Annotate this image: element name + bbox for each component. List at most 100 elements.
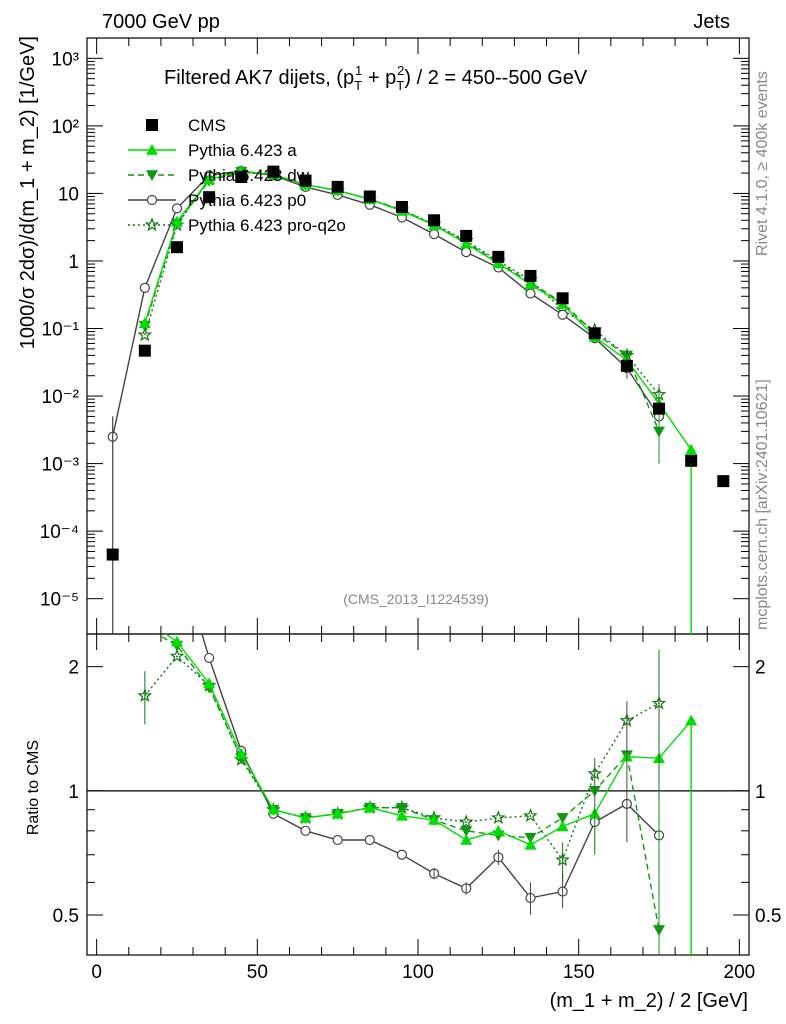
ratio-point-pythia_a [170,635,183,647]
main-y-tick-label: 10³ [52,49,79,70]
ratio-point-pythia_pro_q2o [169,648,185,663]
title-part-2: + p [362,67,396,89]
ratio-series-layer [137,634,698,955]
main-title: Filtered AK7 dijets, (pT1 + pT2) / 2 = 4… [164,63,588,93]
ratio-point-pythia_p0 [396,849,408,860]
main-point-cms [170,241,183,254]
ratio-point-pythia_a [235,747,248,759]
ratio-point-pythia_a [267,803,280,815]
main-point-pythia_p0 [525,288,536,299]
header-right: Jets [693,11,730,33]
main-y-tick-label: 10⁻⁵ [40,590,79,611]
x-tick-label: 100 [402,962,434,983]
legend-label-pythia_a: Pythia 6.423 a [188,141,297,160]
legend-marker-pythia_a [146,144,158,155]
ratio-point-pythia_dw [556,813,569,824]
ratio-point-pythia_dw [524,832,537,844]
x-axis-label: (m_1 + m_2) / 2 [GeV] [550,990,748,1012]
title-sub-2: T [396,78,404,93]
ratio-point-pythia_a [460,834,473,845]
main-line-pythia_p0 [112,170,660,437]
ratio-point-pythia_dw [460,826,473,837]
main-point-cms [717,475,730,488]
main-point-cms [138,344,151,357]
legend-label-pythia_dw: Pythia 6.423 dw [188,166,310,185]
ratio-point-pythia_pro_q2o [523,808,538,822]
main-y-tick-label: 10 [58,184,79,205]
main-point-cms [106,548,119,561]
ratio-y-tick-label-left: 1 [68,782,79,803]
title-part-1: Filtered AK7 dijets, (p [164,67,354,89]
main-point-cms [588,327,601,340]
ratio-point-pythia_dw [395,802,408,814]
main-point-pythia_a [685,443,698,455]
main-point-pythia_p0 [557,309,568,320]
rivet-side-text: Rivet 4.1.0, ≥ 400k events [754,71,771,256]
legend-label-pythia_p0: Pythia 6.423 p0 [188,191,306,210]
legend-label-data: CMS [188,116,226,135]
header-left: 7000 GeV pp [102,11,220,33]
ratio-point-pythia_p0 [204,652,215,664]
ratio-point-pythia_p0 [332,834,343,846]
title-part-3: ) / 2 = 450--500 GeV [404,67,588,89]
ratio-y-tick-label-left: 2 [68,658,79,679]
legend-marker-pythia_p0 [146,194,158,206]
ratio-axis-ticks: 0.5 0.5 1 1 2 2 0 50 100 150 200 [53,634,781,983]
ratio-point-pythia_pro_q2o [490,810,506,825]
ratio-ylabel: Ratio to CMS [25,740,42,835]
main-point-cms [620,359,633,372]
main-point-pythia_a [524,278,537,290]
main-point-pythia_p0 [461,247,472,258]
main-point-cms [524,269,537,282]
main-point-pythia_a [170,215,183,227]
ratio-point-pythia_pro_q2o [458,814,474,829]
main-point-cms [492,250,505,263]
main-y-tick-label: 10² [52,117,79,138]
main-point-cms [556,292,569,305]
main-point-pythia_a [203,173,216,185]
main-point-cms [331,180,344,193]
ratio-point-pythia_p0 [300,825,311,836]
main-axis-ticks: 10⁻⁵ 10⁻⁴ 10⁻³ 10⁻² 10⁻¹ 1 10 10² 10³ [40,37,749,634]
legend-marker-pythia_dw [146,170,158,181]
main-y-tick-label: 10⁻² [42,387,80,408]
main-y-tick-label: 1 [68,252,79,273]
ratio-y-tick-label-right: 0.5 [755,906,781,927]
x-tick-label: 150 [563,962,595,983]
legend-marker-pythia_pro_q2o [144,217,160,232]
main-ylabel: 1000/σ 2dσ)/d(m_1 + m_2) [1/GeV] [17,36,39,349]
main-y-tick-label: 10⁻¹ [42,320,80,341]
x-tick-label: 0 [91,962,102,983]
mcplots-side-text: mcplots.cern.ch [arXiv:2401.10621] [754,379,771,630]
main-point-cms [428,214,441,227]
main-point-pythia_a [460,237,473,249]
main-point-cms [235,171,248,184]
ratio-y-tick-label-right: 1 [755,782,766,803]
ratio-point-pythia_a [299,811,312,823]
ratio-point-pythia_a [556,820,569,832]
main-y-tick-label: 10⁻³ [42,455,80,476]
analysis-id: (CMS_2013_I1224539) [343,591,489,607]
title-sup-1: 1 [355,63,362,78]
main-point-cms [203,191,216,204]
main-point-pythia_p0 [139,282,150,293]
main-point-pythia_a [138,317,151,328]
main-series-layer [106,164,730,634]
main-y-tick-label: 10⁻⁴ [40,522,79,543]
ratio-point-pythia_a [331,807,344,819]
legend: CMS Pythia 6.423 a Pythia 6.423 dw Pythia 6… [128,116,346,235]
main-point-cms [653,402,666,415]
ratio-point-pythia_a [363,801,376,813]
legend-marker-data [146,119,158,131]
ratio-y-tick-label-right: 2 [755,658,766,679]
ratio-point-pythia_a [203,677,216,689]
main-line-pythia_pro_q2o [144,171,660,396]
ratio-point-pythia_a [395,809,408,821]
main-point-pythia_pro_q2o [137,327,153,342]
main-point-cms [267,165,280,178]
main-point-cms [395,200,408,213]
x-tick-label: 200 [724,962,756,983]
ratio-point-pythia_a [492,824,505,836]
main-point-cms [460,229,473,242]
